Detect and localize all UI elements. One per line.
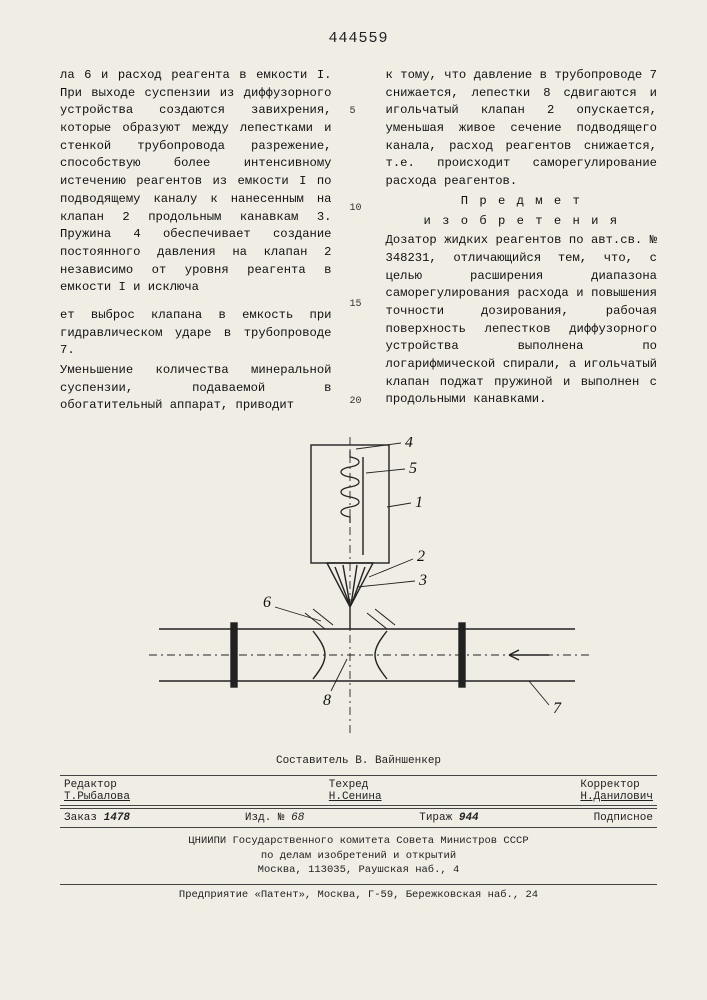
tirazh: Тираж 944 xyxy=(419,812,478,824)
para: ла 6 и расход реагента в емкости I. При … xyxy=(60,67,332,297)
claims-heading: П р е д м е т xyxy=(386,193,658,211)
fig-label-4: 4 xyxy=(405,437,413,451)
corrector: Корректор Н.Данилович xyxy=(580,779,653,803)
printer-line: Предприятие «Патент», Москва, Г-59, Бере… xyxy=(60,884,657,901)
fig-label-7: 7 xyxy=(553,700,562,717)
composer-name: В. Вайншенкер xyxy=(355,755,441,767)
drawing-svg: 4 5 1 2 3 6 8 7 xyxy=(99,437,619,737)
line-num: 20 xyxy=(350,395,368,410)
podpis: Подписное xyxy=(594,812,653,824)
para: Дозатор жидких реагентов по авт.св. № 34… xyxy=(386,232,658,409)
left-column: ла 6 и расход реагента в емкости I. При … xyxy=(60,67,332,417)
line-num: 15 xyxy=(350,298,368,313)
line-number-gutter: 5 10 15 20 xyxy=(350,67,368,417)
claims-heading: и з о б р е т е н и я xyxy=(386,213,658,231)
org-line: ЦНИИПИ Государственного комитета Совета … xyxy=(60,834,657,849)
fig-label-3: 3 xyxy=(418,572,427,589)
gap xyxy=(60,299,332,305)
print-row: Заказ 1478 Изд. № 68 Тираж 944 Подписное xyxy=(60,808,657,828)
publisher-block: ЦНИИПИ Государственного комитета Совета … xyxy=(60,834,657,878)
org-line: Москва, 113035, Раушская наб., 4 xyxy=(60,863,657,878)
fig-label-1: 1 xyxy=(415,494,423,511)
composer-label: Составитель xyxy=(276,755,349,767)
doc-number: 444559 xyxy=(60,30,657,47)
izd: Изд. № 68 xyxy=(245,812,304,824)
para: Уменьшение количества мине­ральной суспе… xyxy=(60,362,332,415)
fig-label-2: 2 xyxy=(417,548,425,565)
para: ет выброс клапана в емкость при гидравли… xyxy=(60,307,332,360)
org-line: по делам изобретений и открытий xyxy=(60,849,657,864)
para: к тому, что давление в трубопрово­де 7 с… xyxy=(386,67,658,191)
credits-row: Редактор Т.Рыбалова Техред Н.Сенина Корр… xyxy=(60,775,657,806)
text-columns: ла 6 и расход реагента в емкости I. При … xyxy=(60,67,657,417)
technical-drawing: 4 5 1 2 3 6 8 7 xyxy=(99,437,619,737)
page: 444559 ла 6 и расход реагента в емкости … xyxy=(0,0,707,1000)
fig-label-6: 6 xyxy=(263,594,271,611)
right-column: к тому, что давление в трубопрово­де 7 с… xyxy=(386,67,658,417)
fig-label-8: 8 xyxy=(323,692,331,709)
composer-line: Составитель В. Вайншенкер xyxy=(60,755,657,767)
line-num: 10 xyxy=(350,202,368,217)
fig-label-5: 5 xyxy=(409,460,417,477)
techred: Техред Н.Сенина xyxy=(329,779,382,803)
redactor: Редактор Т.Рыбалова xyxy=(64,779,130,803)
order: Заказ 1478 xyxy=(64,812,130,824)
line-num: 5 xyxy=(350,105,368,120)
